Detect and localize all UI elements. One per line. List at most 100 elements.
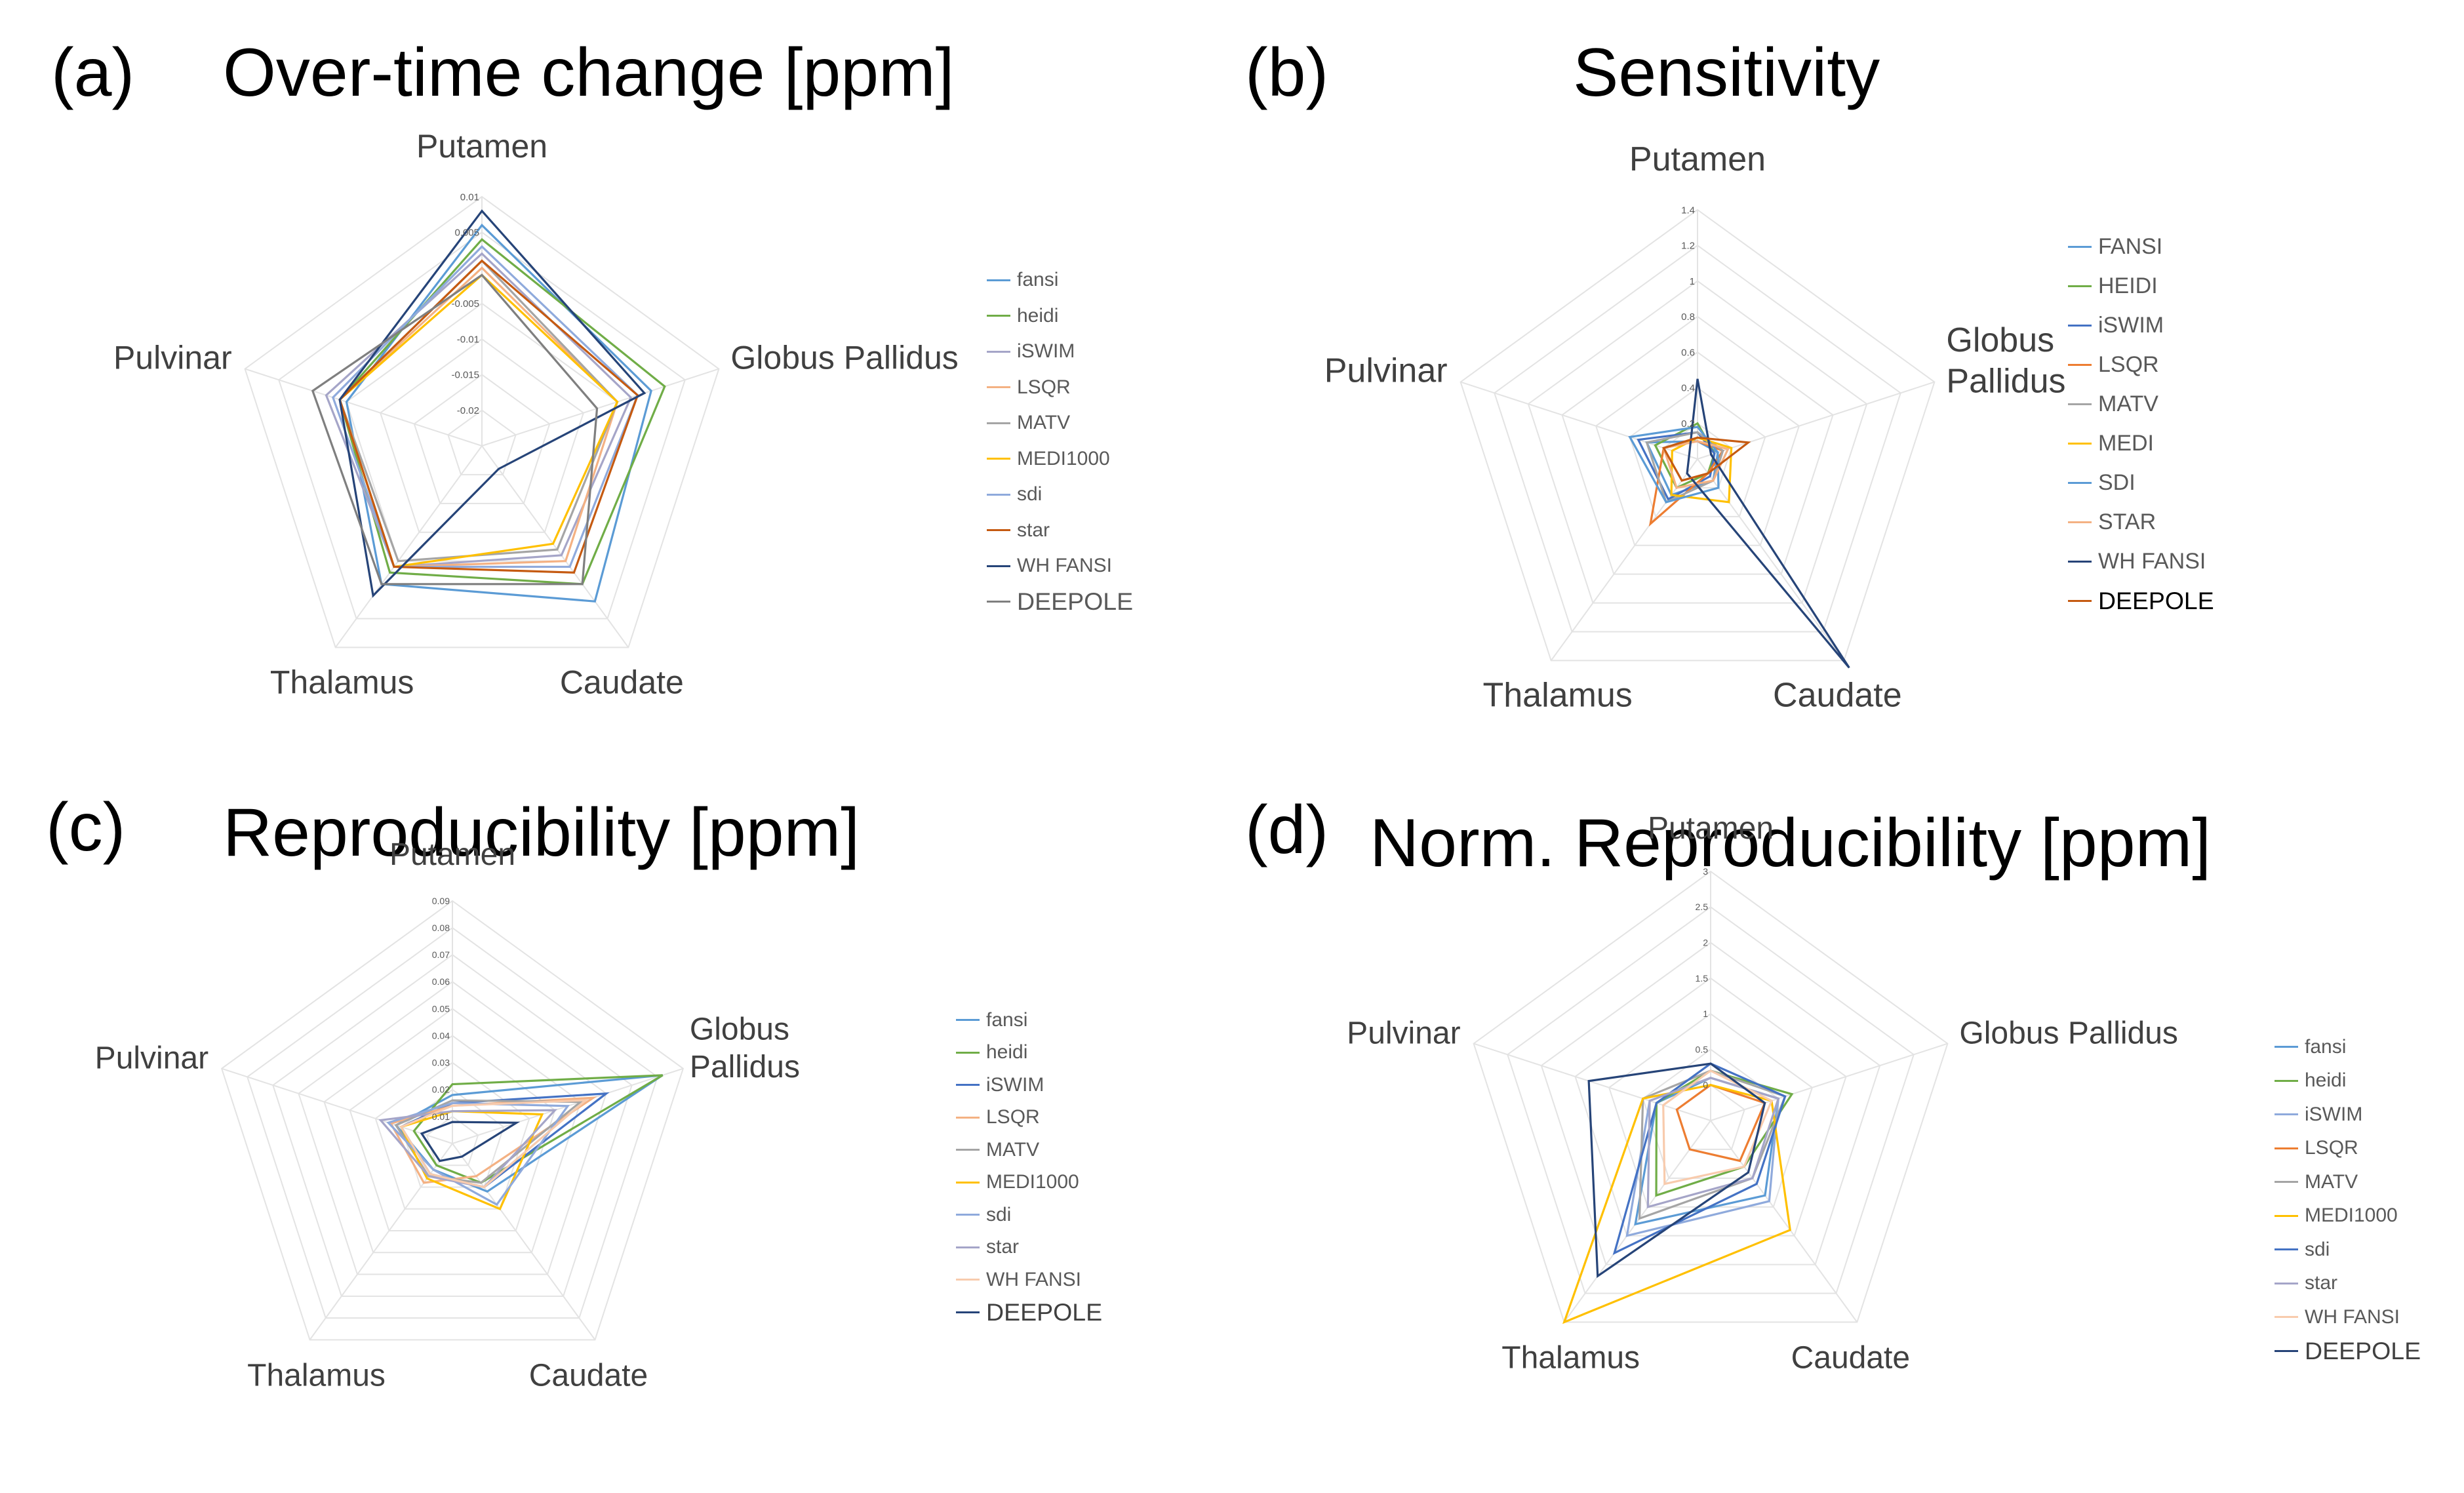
series-line-lsqr xyxy=(1675,1083,1766,1163)
legend-label: FANSI xyxy=(2098,233,2163,259)
legend-swatch xyxy=(2068,285,2092,287)
category-label: Pulvinar xyxy=(95,1041,209,1076)
legend-item: star xyxy=(987,513,1133,549)
category-label: Pulvinar xyxy=(1347,1016,1460,1051)
radar-chart: 1.4 1.2 1 0.8 0.6 0.4 0.2 Putamen Globus Pallidus… xyxy=(1324,140,2066,714)
grid xyxy=(1473,870,1949,1323)
legend-label: fansi xyxy=(1017,269,1059,291)
legend-item: MATV xyxy=(2068,384,2214,424)
tick-label: 1.4 xyxy=(1681,205,1695,216)
legend-label: STAR xyxy=(2098,509,2156,534)
series-line-heidi xyxy=(338,237,666,586)
legend-item: iSWIM xyxy=(2068,306,2214,345)
grid xyxy=(1460,209,1936,662)
legend-label: MEDI xyxy=(2098,430,2154,456)
tick-label: 0.09 xyxy=(432,896,450,906)
grid-spoke xyxy=(334,445,483,648)
legend: FANSI HEIDI iSWIM LSQR MATV MEDI SDI STAR WH FAN… xyxy=(2068,227,2214,620)
grid-ring xyxy=(1574,977,1847,1237)
legend-swatch xyxy=(956,1214,980,1216)
chart-title: Sensitivity xyxy=(1573,35,1880,111)
legend-label: LSQR xyxy=(2305,1137,2358,1159)
grid-spoke xyxy=(1550,458,1698,662)
series-line-sdi xyxy=(1628,426,1720,504)
legend-label: WH FANSI xyxy=(1017,555,1113,577)
legend-label: LSQR xyxy=(986,1106,1040,1128)
category-label: Globus Pallidus xyxy=(1959,1016,2178,1051)
legend-swatch xyxy=(2068,599,2092,602)
tick-label: 0.05 xyxy=(432,1003,450,1014)
grid-ring xyxy=(1629,387,1766,517)
legend-swatch xyxy=(956,1279,980,1281)
legend-label: MATV xyxy=(986,1138,1040,1161)
legend-label: heidi xyxy=(1017,304,1059,327)
category-label: Thalamus xyxy=(270,664,414,700)
grid-ring xyxy=(400,1088,505,1188)
category-label: Caudate xyxy=(1791,1340,1910,1375)
legend-item: sdi xyxy=(2275,1233,2421,1267)
legend-item: DEEPOLE xyxy=(2068,581,2214,620)
legend-swatch xyxy=(2275,1079,2298,1082)
tick-label: 0.08 xyxy=(432,923,450,933)
grid-ring xyxy=(323,1008,582,1254)
legend-swatch xyxy=(987,601,1010,603)
tick-label: 1 xyxy=(1703,1008,1708,1019)
grid-spoke xyxy=(1697,458,1845,662)
series-line-deepole xyxy=(311,273,599,586)
category-label: Globus Pallidus xyxy=(730,340,958,376)
category-label: Caudate xyxy=(1773,676,1902,714)
legend-label: MEDI1000 xyxy=(986,1171,1079,1193)
category-label: Pulvinar xyxy=(113,340,232,376)
category-label-line: Globus xyxy=(690,1012,789,1046)
series-line-wh-fansi xyxy=(1662,1069,1773,1185)
legend-item: MATV xyxy=(956,1134,1102,1166)
category-label: Globus Pallidus xyxy=(1946,321,2065,400)
legend-item: MEDI xyxy=(2068,424,2214,463)
legend-swatch xyxy=(956,1019,980,1022)
panel-letter: (c) xyxy=(46,789,126,866)
grid-ring xyxy=(413,374,551,504)
radar-chart: 0.090.080.070.060.050.040.030.020.01Puta… xyxy=(95,837,800,1393)
grid xyxy=(244,195,720,648)
legend-swatch xyxy=(2068,245,2092,248)
legend-item: LSQR xyxy=(956,1102,1102,1134)
legend-label: LSQR xyxy=(2098,351,2159,377)
legend-swatch xyxy=(2275,1316,2298,1319)
legend-swatch xyxy=(2275,1147,2298,1149)
legend-swatch xyxy=(987,422,1010,424)
grid-ring xyxy=(1540,942,1881,1265)
legend-label: SDI xyxy=(2098,469,2136,495)
legend-label: MATV xyxy=(2305,1170,2358,1193)
legend-item: HEIDI xyxy=(2068,266,2214,306)
tick-label: 2.5 xyxy=(1696,902,1709,912)
category-labels: Putamen Globus Pallidus Caudate Thalamus Pulv… xyxy=(95,837,800,1393)
legend-label: MEDI1000 xyxy=(1017,447,1110,469)
legend-item: DEEPOLE xyxy=(987,584,1133,620)
category-label: Putamen xyxy=(389,837,515,872)
grid-ring xyxy=(1561,315,1834,575)
category-label: Caudate xyxy=(560,664,684,700)
legend-label: DEEPOLE xyxy=(1017,587,1134,616)
tick-label: 0.6 xyxy=(1681,347,1695,358)
legend-label: WH FANSI xyxy=(986,1268,1082,1290)
radar-chart: 0.01 0.005 -0.005 -0.01 -0.015 -0.02 Putamen Gl… xyxy=(113,128,959,700)
legend-label: iSWIM xyxy=(2305,1103,2363,1125)
legend-item: DEEPOLE xyxy=(956,1296,1102,1329)
legend-item: LSQR xyxy=(2068,345,2214,384)
grid-spoke xyxy=(452,1143,596,1340)
legend-swatch xyxy=(956,1149,980,1151)
series-line-deepole xyxy=(1662,436,1751,482)
tick-label: -0.005 xyxy=(451,298,479,309)
series-group xyxy=(1628,378,1850,669)
legend-item: WH FANSI xyxy=(956,1264,1102,1296)
category-label-line: Pallidus xyxy=(690,1050,800,1085)
grid-ring xyxy=(447,409,517,475)
tick-label: 0 xyxy=(1703,1080,1708,1090)
tick-label: 0.01 xyxy=(460,191,479,203)
legend-label: star xyxy=(1017,519,1050,541)
legend-swatch xyxy=(956,1181,980,1184)
legend-swatch xyxy=(956,1246,980,1248)
legend: fansi heidi iSWIM LSQR MATV MEDI1000 sdi star WH… xyxy=(2275,1030,2421,1368)
legend-swatch xyxy=(956,1116,980,1119)
tick-label: 0.07 xyxy=(432,949,450,960)
